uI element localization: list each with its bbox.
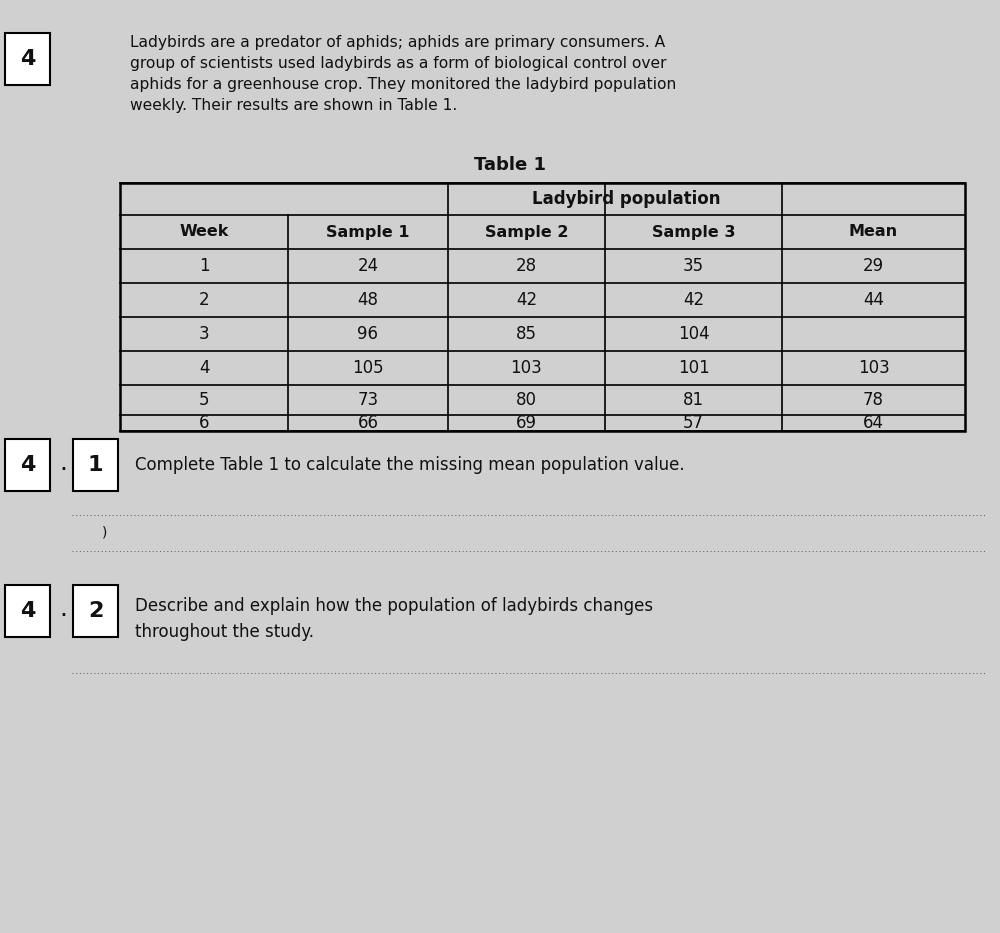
Text: Sample 3: Sample 3 bbox=[652, 225, 735, 240]
Text: 85: 85 bbox=[516, 325, 537, 343]
Text: 66: 66 bbox=[358, 414, 378, 432]
Text: 101: 101 bbox=[678, 359, 709, 377]
Text: 105: 105 bbox=[352, 359, 384, 377]
Text: 5: 5 bbox=[199, 391, 209, 409]
FancyBboxPatch shape bbox=[5, 439, 50, 491]
Text: 3: 3 bbox=[199, 325, 209, 343]
Text: 42: 42 bbox=[683, 291, 704, 309]
Text: Table 1: Table 1 bbox=[474, 156, 546, 174]
Text: 104: 104 bbox=[678, 325, 709, 343]
Text: Week: Week bbox=[179, 225, 229, 240]
Text: 42: 42 bbox=[516, 291, 537, 309]
Text: 4: 4 bbox=[20, 601, 35, 621]
FancyBboxPatch shape bbox=[5, 33, 50, 85]
Text: 48: 48 bbox=[358, 291, 378, 309]
Text: 1: 1 bbox=[88, 455, 103, 475]
Text: Complete Table 1 to calculate the missing mean population value.: Complete Table 1 to calculate the missin… bbox=[135, 456, 685, 474]
Text: 4: 4 bbox=[20, 49, 35, 69]
Text: 2: 2 bbox=[88, 601, 103, 621]
Text: Sample 2: Sample 2 bbox=[485, 225, 568, 240]
Text: 78: 78 bbox=[863, 391, 884, 409]
Text: 29: 29 bbox=[863, 257, 884, 275]
Text: 103: 103 bbox=[858, 359, 889, 377]
Text: 64: 64 bbox=[863, 414, 884, 432]
Text: 81: 81 bbox=[683, 391, 704, 409]
Text: 28: 28 bbox=[516, 257, 537, 275]
FancyBboxPatch shape bbox=[73, 585, 118, 637]
FancyBboxPatch shape bbox=[5, 585, 50, 637]
Text: ): ) bbox=[102, 526, 108, 540]
Text: 4: 4 bbox=[199, 359, 209, 377]
Text: .: . bbox=[59, 597, 67, 621]
Text: 2: 2 bbox=[199, 291, 209, 309]
Text: 4: 4 bbox=[20, 455, 35, 475]
Text: Ladybird population: Ladybird population bbox=[532, 190, 721, 208]
Text: 1: 1 bbox=[199, 257, 209, 275]
FancyBboxPatch shape bbox=[73, 439, 118, 491]
Text: Describe and explain how the population of ladybirds changes
throughout the stud: Describe and explain how the population … bbox=[135, 597, 653, 641]
Text: 96: 96 bbox=[358, 325, 378, 343]
Text: 35: 35 bbox=[683, 257, 704, 275]
Text: Ladybirds are a predator of aphids; aphids are primary consumers. A
group of sci: Ladybirds are a predator of aphids; aphi… bbox=[130, 35, 676, 113]
Text: .: . bbox=[59, 451, 67, 475]
Text: 24: 24 bbox=[357, 257, 379, 275]
Text: 44: 44 bbox=[863, 291, 884, 309]
Text: Mean: Mean bbox=[849, 225, 898, 240]
Text: 80: 80 bbox=[516, 391, 537, 409]
Text: 6: 6 bbox=[199, 414, 209, 432]
Text: 57: 57 bbox=[683, 414, 704, 432]
Text: 73: 73 bbox=[357, 391, 379, 409]
Text: 69: 69 bbox=[516, 414, 537, 432]
Text: 103: 103 bbox=[511, 359, 542, 377]
Text: Sample 1: Sample 1 bbox=[326, 225, 410, 240]
